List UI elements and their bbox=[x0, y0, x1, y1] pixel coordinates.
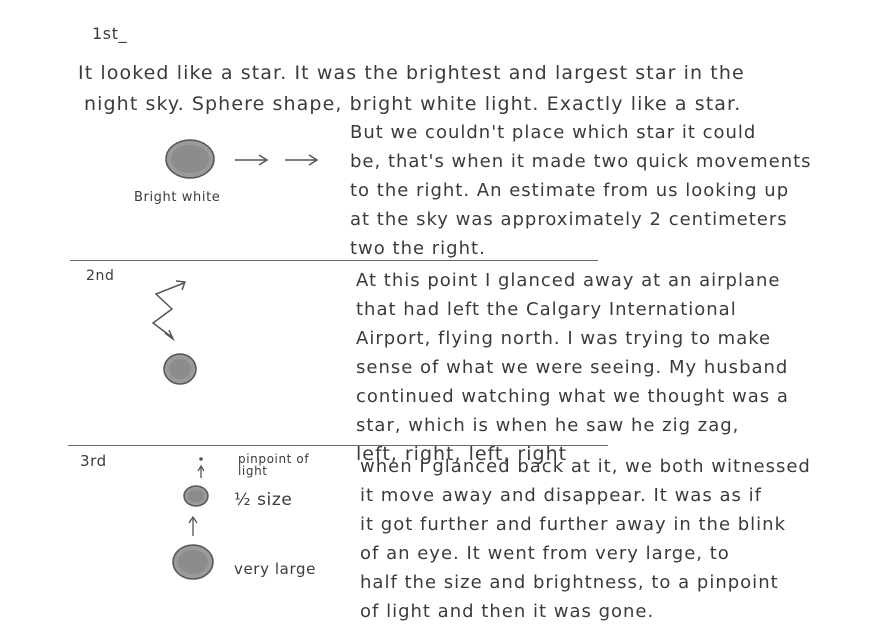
text-line: left, right, left, right bbox=[356, 443, 568, 465]
text-line: to the right. An estimate from us lookin… bbox=[350, 180, 790, 201]
bright-sphere-sketch bbox=[165, 139, 319, 179]
text-line: be, that's when it made two quick moveme… bbox=[350, 151, 812, 172]
zigzag-sphere-sketch bbox=[151, 280, 197, 385]
sketch-label-half-size: ½ size bbox=[234, 490, 293, 510]
text-line: when I glanced back at it, we both witne… bbox=[360, 456, 811, 477]
text-line: of light and then it was gone. bbox=[360, 601, 655, 622]
section-2-text: At this point I glanced away at an airpl… bbox=[356, 266, 789, 469]
intro-line: It looked like a star. It was the bright… bbox=[78, 62, 745, 84]
section-1-intro: It looked like a star. It was the bright… bbox=[78, 58, 745, 120]
text-line: sense of what we were seeing. My husband bbox=[356, 357, 789, 378]
section-1-text: But we couldn't place which star it coul… bbox=[350, 118, 812, 263]
text-line: it move away and disappear. It was as if bbox=[360, 485, 762, 506]
intro-line: night sky. Sphere shape, bright white li… bbox=[84, 93, 742, 115]
sketch-label-pinpoint: pinpoint of light bbox=[238, 452, 310, 478]
section-2-label: 2nd bbox=[86, 268, 115, 284]
text-line: continued watching what we thought was a bbox=[356, 386, 789, 407]
section-3-text: when I glanced back at it, we both witne… bbox=[360, 452, 811, 626]
text-line: it got further and further away in the b… bbox=[360, 514, 787, 535]
section-divider-2 bbox=[68, 445, 608, 446]
text-line: two the right. bbox=[350, 238, 486, 259]
section-3-label: 3rd bbox=[80, 452, 107, 470]
shrinking-sphere-sketch bbox=[172, 457, 214, 580]
text-line: At this point I glanced away at an airpl… bbox=[356, 270, 781, 291]
text-line: half the size and brightness, to a pinpo… bbox=[360, 572, 779, 593]
text-line: of an eye. It went from very large, to bbox=[360, 543, 730, 564]
text-line: star, which is when he saw he zig zag, bbox=[356, 415, 740, 436]
sketch-label-very-large: very large bbox=[234, 560, 316, 578]
text-line: that had left the Calgary International bbox=[356, 299, 737, 320]
text-line: at the sky was approximately 2 centimete… bbox=[350, 209, 788, 230]
text-line: But we couldn't place which star it coul… bbox=[350, 122, 757, 143]
text-line: Airport, flying north. I was trying to m… bbox=[356, 328, 772, 349]
sketch-caption-bright-white: Bright white bbox=[134, 190, 221, 205]
section-1-label: 1st_ bbox=[92, 24, 128, 43]
section-divider-1 bbox=[70, 260, 598, 261]
